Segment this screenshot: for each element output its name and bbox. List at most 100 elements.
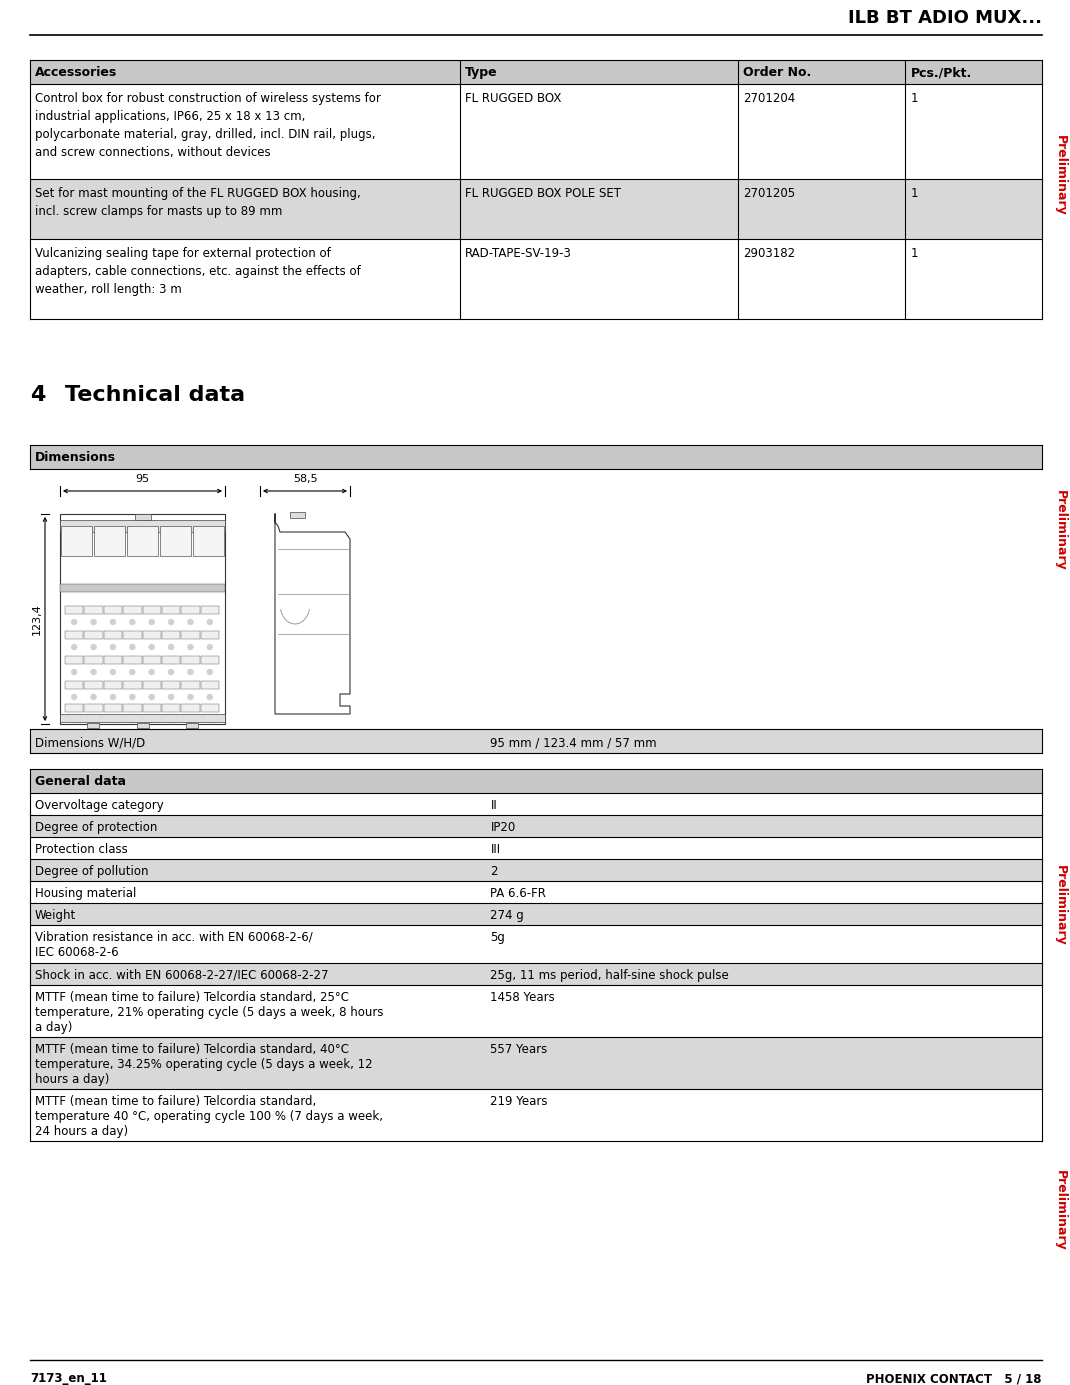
Bar [181, 704, 200, 712]
Circle shape [110, 644, 116, 650]
Text: PHOENIX CONTACT   5 / 18: PHOENIX CONTACT 5 / 18 [867, 1373, 1042, 1385]
Text: 1: 1 [911, 91, 918, 105]
Bar [123, 704, 141, 712]
Text: 7173_en_11: 7173_en_11 [30, 1373, 107, 1385]
Text: Overvoltage category: Overvoltage category [35, 799, 164, 812]
Bar [123, 632, 141, 638]
Text: temperature, 21% operating cycle (5 days a week, 8 hours: temperature, 21% operating cycle (5 days… [35, 1006, 383, 1019]
Circle shape [149, 717, 155, 723]
Circle shape [72, 619, 77, 625]
Bar [738, 60, 905, 84]
Bar [30, 837, 1042, 859]
Bar [135, 514, 151, 519]
Bar [142, 704, 160, 712]
Text: hours a day): hours a day) [35, 1073, 109, 1086]
Circle shape [207, 669, 213, 674]
Text: Protection class: Protection class [35, 843, 127, 856]
Text: Preliminary: Preliminary [1054, 490, 1067, 571]
Text: Order No.: Order No. [744, 66, 812, 79]
Bar [181, 607, 200, 614]
Bar [460, 60, 738, 84]
Bar [61, 526, 92, 555]
Text: FL RUGGED BOX POLE SET: FL RUGGED BOX POLE SET [465, 187, 621, 199]
Circle shape [187, 717, 194, 723]
Circle shape [187, 694, 194, 699]
Text: Control box for robust construction of wireless systems for: Control box for robust construction of w… [35, 91, 381, 105]
Text: 4: 4 [30, 385, 45, 404]
Circle shape [168, 644, 174, 650]
Text: II: II [490, 799, 498, 812]
Text: Dimensions W/H/D: Dimensions W/H/D [35, 735, 146, 749]
Circle shape [207, 717, 213, 723]
Bar [65, 681, 83, 688]
Circle shape [72, 694, 77, 699]
Bar [104, 632, 122, 638]
Text: 557 Years: 557 Years [490, 1043, 548, 1055]
Text: 2: 2 [490, 866, 498, 878]
Bar [85, 704, 103, 712]
Circle shape [91, 644, 96, 650]
Text: 2701204: 2701204 [744, 91, 796, 105]
Bar [85, 656, 103, 663]
Bar [30, 179, 1042, 240]
Text: MTTF (mean time to failure) Telcordia standard, 25°C: MTTF (mean time to failure) Telcordia st… [35, 992, 349, 1004]
Bar [60, 584, 225, 591]
Circle shape [91, 669, 96, 674]
Circle shape [129, 694, 135, 699]
Circle shape [168, 669, 174, 674]
Bar [60, 715, 225, 722]
Circle shape [110, 619, 116, 625]
Text: Type: Type [465, 66, 498, 79]
Text: Degree of protection: Degree of protection [35, 821, 157, 834]
Text: Degree of pollution: Degree of pollution [35, 866, 149, 878]
Circle shape [91, 694, 96, 699]
Circle shape [149, 669, 155, 674]
Bar [123, 656, 141, 663]
Text: 5g: 5g [490, 931, 505, 945]
Bar [201, 607, 219, 614]
Circle shape [129, 619, 135, 625]
Text: Technical data: Technical data [65, 385, 245, 404]
Bar [30, 240, 1042, 319]
Bar [142, 632, 160, 638]
Text: polycarbonate material, gray, drilled, incl. DIN rail, plugs,: polycarbonate material, gray, drilled, i… [35, 127, 376, 141]
Bar [30, 794, 1042, 814]
Circle shape [168, 694, 174, 699]
Bar [142, 656, 160, 663]
Bar [181, 681, 200, 688]
Bar [201, 704, 219, 712]
Text: Housing material: Housing material [35, 886, 136, 900]
Circle shape [110, 669, 116, 674]
Text: and screw connections, without devices: and screw connections, without devices [35, 145, 271, 159]
Bar [30, 445, 1042, 470]
Circle shape [168, 717, 174, 723]
Bar [30, 769, 1042, 794]
Bar [30, 814, 1042, 837]
Bar [162, 656, 180, 663]
Text: 25g, 11 ms period, half-sine shock pulse: 25g, 11 ms period, half-sine shock pulse [490, 969, 729, 982]
Text: 2701205: 2701205 [744, 187, 795, 199]
Text: 219 Years: 219 Years [490, 1096, 548, 1108]
Text: Preliminary: Preliminary [1054, 134, 1067, 216]
Text: Weight: Weight [35, 909, 76, 922]
Text: III: III [490, 843, 501, 856]
Circle shape [207, 694, 213, 699]
Text: 274 g: 274 g [490, 909, 524, 922]
Bar [87, 723, 100, 729]
Bar [137, 723, 149, 729]
Bar [60, 514, 225, 724]
Text: Set for mast mounting of the FL RUGGED BOX housing,: Set for mast mounting of the FL RUGGED B… [35, 187, 361, 199]
Bar [186, 723, 198, 729]
Text: 24 hours a day): 24 hours a day) [35, 1125, 128, 1138]
Circle shape [149, 694, 155, 699]
Bar [127, 526, 158, 555]
Text: IP20: IP20 [490, 821, 516, 834]
Bar [30, 859, 1042, 881]
Circle shape [110, 694, 116, 699]
Text: 2903182: 2903182 [744, 247, 795, 260]
Circle shape [207, 619, 213, 625]
Bar [85, 607, 103, 614]
Bar [181, 656, 200, 663]
Circle shape [72, 644, 77, 650]
Text: PA 6.6-FR: PA 6.6-FR [490, 886, 547, 900]
